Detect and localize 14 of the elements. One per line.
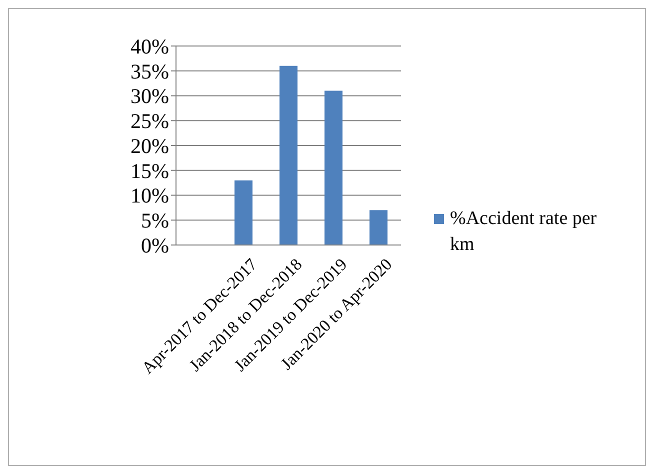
bar bbox=[324, 90, 342, 245]
y-tick-label: 0% bbox=[141, 233, 169, 258]
y-tick-label: 5% bbox=[141, 208, 169, 233]
y-tick-label: 15% bbox=[130, 158, 169, 183]
bar bbox=[234, 180, 252, 245]
y-tick-label: 25% bbox=[130, 109, 169, 134]
bar bbox=[370, 210, 388, 245]
bar bbox=[280, 66, 298, 245]
y-tick-label: 40% bbox=[130, 34, 169, 58]
y-tick-label: 10% bbox=[130, 184, 169, 208]
y-tick-label: 20% bbox=[130, 134, 169, 158]
y-tick-label: 30% bbox=[130, 84, 169, 108]
legend-label: %Accident rate per km bbox=[450, 207, 598, 257]
y-tick-label: 35% bbox=[130, 59, 169, 84]
